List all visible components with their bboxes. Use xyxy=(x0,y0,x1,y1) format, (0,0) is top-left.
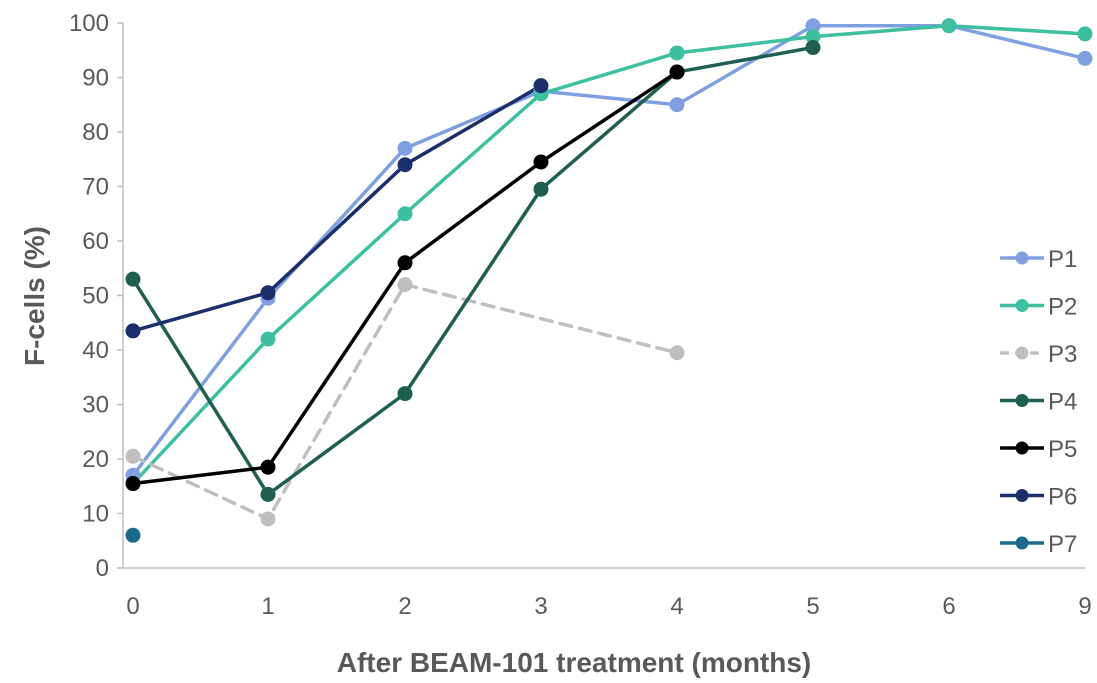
y-tick-label: 70 xyxy=(82,174,109,201)
data-point-p7 xyxy=(125,527,141,543)
data-point-p2 xyxy=(1077,26,1093,42)
data-point-p1 xyxy=(1077,50,1093,66)
legend-label-p7: P7 xyxy=(1048,531,1077,558)
y-tick-label: 30 xyxy=(82,392,109,419)
legend-marker-p1 xyxy=(1015,251,1029,265)
data-point-p5 xyxy=(533,154,549,170)
data-point-p4 xyxy=(397,386,413,402)
data-point-p1 xyxy=(397,140,413,156)
data-point-p3 xyxy=(397,277,413,293)
x-tick-label: 5 xyxy=(806,593,819,620)
y-tick-label: 50 xyxy=(82,283,109,310)
x-tick-label: 2 xyxy=(398,593,411,620)
data-point-p3 xyxy=(125,448,141,464)
series-line-p1 xyxy=(131,23,1087,478)
y-tick-label: 80 xyxy=(82,119,109,146)
legend-marker-p5 xyxy=(1015,441,1029,455)
legend-label-p4: P4 xyxy=(1048,389,1077,416)
data-point-p1 xyxy=(805,18,821,34)
x-tick-label: 1 xyxy=(261,593,274,620)
y-tick-label: 60 xyxy=(82,228,109,255)
data-point-p4 xyxy=(533,181,549,197)
y-axis-title: F-cells (%) xyxy=(19,226,50,366)
y-tick-label: 10 xyxy=(82,501,109,528)
series-lines xyxy=(131,23,1087,521)
legend-label-p2: P2 xyxy=(1048,294,1077,321)
y-tick-label: 20 xyxy=(82,446,109,473)
y-tick-label: 100 xyxy=(69,10,109,37)
legend-label-p5: P5 xyxy=(1048,436,1077,463)
data-point-p5 xyxy=(125,476,141,492)
y-tick-label: 40 xyxy=(82,337,109,364)
data-point-p1 xyxy=(669,97,685,113)
data-point-p4 xyxy=(125,271,141,287)
chart-legend: P1 P2 P3 P4 P5 P6 P7 xyxy=(1000,246,1077,558)
series-line-p3 xyxy=(131,282,679,521)
x-axis-ticks: 0 1 2 3 4 5 6 9 xyxy=(126,593,1091,620)
data-point-p6 xyxy=(125,323,141,339)
legend-marker-p2 xyxy=(1015,299,1029,312)
data-point-p4 xyxy=(260,486,276,502)
legend-label-p1: P1 xyxy=(1048,246,1077,273)
data-point-p3 xyxy=(669,345,685,361)
data-point-p5 xyxy=(397,255,413,271)
legend-label-p6: P6 xyxy=(1048,484,1077,511)
x-tick-label: 3 xyxy=(534,593,547,620)
x-axis-title: After BEAM-101 treatment (months) xyxy=(337,647,812,678)
y-tick-label: 0 xyxy=(96,555,109,582)
data-point-p2 xyxy=(941,18,957,34)
series-line-p4 xyxy=(131,45,815,497)
series-points xyxy=(125,18,1093,543)
legend-marker-p7 xyxy=(1015,536,1029,550)
y-tick-label: 90 xyxy=(82,65,109,92)
data-point-p2 xyxy=(669,45,685,61)
x-tick-label: 0 xyxy=(126,593,139,620)
data-point-p5 xyxy=(260,459,276,475)
y-axis-ticks: 0 10 20 30 40 50 60 70 80 90 100 xyxy=(69,10,123,582)
data-point-p2 xyxy=(397,206,413,222)
series-line-p2 xyxy=(131,23,1087,486)
series-line-p6 xyxy=(131,83,543,333)
data-point-p2 xyxy=(260,331,276,347)
data-point-p6 xyxy=(397,157,413,173)
x-tick-label: 9 xyxy=(1078,593,1091,620)
data-point-p2 xyxy=(805,29,821,45)
legend-marker-p4 xyxy=(1015,394,1029,407)
x-tick-label: 4 xyxy=(670,593,683,620)
legend-marker-p3 xyxy=(1015,346,1029,360)
legend-label-p3: P3 xyxy=(1048,341,1077,368)
data-point-p4 xyxy=(805,40,821,56)
data-point-p6 xyxy=(260,285,276,301)
legend-marker-p6 xyxy=(1015,489,1029,502)
data-point-p6 xyxy=(533,78,549,94)
x-tick-label: 6 xyxy=(942,593,955,620)
data-point-p5 xyxy=(669,64,685,80)
data-point-p3 xyxy=(260,511,276,527)
